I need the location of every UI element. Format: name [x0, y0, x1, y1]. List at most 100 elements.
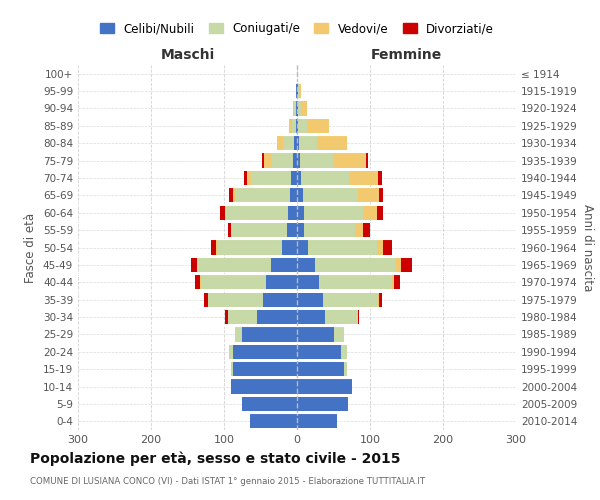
Bar [226, 206, 288, 220]
Bar [233, 362, 297, 376]
Text: COMUNE DI LUSIANA CONCO (VI) - Dati ISTAT 1° gennaio 2015 - Elaborazione TUTTITA: COMUNE DI LUSIANA CONCO (VI) - Dati ISTA… [30, 477, 425, 486]
Bar [290, 188, 297, 202]
Bar [308, 240, 377, 254]
Bar [292, 118, 296, 133]
Bar [344, 362, 347, 376]
Bar [299, 136, 317, 150]
Bar [257, 310, 297, 324]
Bar [244, 171, 247, 185]
Bar [379, 188, 383, 202]
Bar [287, 223, 297, 237]
Bar [297, 223, 304, 237]
Bar [199, 258, 271, 272]
Bar [297, 206, 304, 220]
Bar [250, 414, 297, 428]
Bar [293, 102, 294, 116]
Text: Popolazione per età, sesso e stato civile - 2015: Popolazione per età, sesso e stato civil… [30, 451, 401, 466]
Bar [247, 171, 251, 185]
Bar [303, 188, 358, 202]
Bar [242, 328, 297, 342]
Bar [307, 118, 329, 133]
Bar [304, 223, 355, 237]
Bar [197, 258, 199, 272]
Bar [325, 310, 358, 324]
Bar [227, 310, 257, 324]
Bar [297, 240, 308, 254]
Bar [358, 188, 379, 202]
Bar [288, 206, 297, 220]
Bar [297, 344, 341, 359]
Bar [235, 188, 290, 202]
Bar [377, 292, 379, 307]
Bar [315, 258, 395, 272]
Bar [297, 292, 323, 307]
Bar [200, 275, 266, 289]
Bar [377, 240, 383, 254]
Bar [251, 171, 291, 185]
Bar [242, 397, 297, 411]
Bar [289, 118, 292, 133]
Bar [217, 240, 283, 254]
Bar [301, 171, 349, 185]
Bar [377, 206, 383, 220]
Bar [297, 102, 298, 116]
Bar [294, 136, 297, 150]
Bar [291, 171, 297, 185]
Bar [297, 397, 348, 411]
Bar [301, 102, 307, 116]
Bar [227, 223, 232, 237]
Bar [283, 136, 294, 150]
Bar [297, 118, 298, 133]
Bar [297, 154, 300, 168]
Bar [235, 328, 242, 342]
Bar [297, 414, 337, 428]
Bar [298, 118, 307, 133]
Bar [226, 310, 227, 324]
Bar [378, 171, 382, 185]
Bar [297, 84, 298, 98]
Bar [319, 275, 392, 289]
Bar [297, 275, 319, 289]
Y-axis label: Anni di nascita: Anni di nascita [581, 204, 594, 291]
Bar [362, 223, 370, 237]
Bar [293, 154, 297, 168]
Bar [349, 171, 378, 185]
Bar [208, 292, 263, 307]
Y-axis label: Fasce di età: Fasce di età [25, 212, 37, 282]
Bar [233, 344, 297, 359]
Bar [232, 362, 233, 376]
Bar [304, 206, 363, 220]
Bar [283, 240, 297, 254]
Bar [294, 102, 296, 116]
Bar [392, 275, 394, 289]
Text: Maschi: Maschi [160, 48, 215, 62]
Bar [297, 362, 344, 376]
Bar [220, 206, 225, 220]
Bar [298, 102, 301, 116]
Bar [401, 258, 412, 272]
Bar [297, 188, 303, 202]
Bar [233, 188, 235, 202]
Bar [191, 258, 197, 272]
Bar [204, 292, 208, 307]
Bar [264, 154, 271, 168]
Bar [317, 136, 347, 150]
Bar [262, 154, 264, 168]
Bar [300, 154, 333, 168]
Bar [297, 380, 352, 394]
Bar [296, 102, 297, 116]
Bar [297, 310, 325, 324]
Bar [216, 240, 217, 254]
Bar [232, 380, 297, 394]
Bar [232, 223, 287, 237]
Bar [277, 136, 283, 150]
Bar [365, 154, 368, 168]
Bar [266, 275, 297, 289]
Bar [211, 240, 216, 254]
Bar [383, 240, 392, 254]
Bar [298, 84, 299, 98]
Bar [341, 344, 347, 359]
Bar [333, 154, 365, 168]
Bar [225, 206, 226, 220]
Bar [297, 328, 334, 342]
